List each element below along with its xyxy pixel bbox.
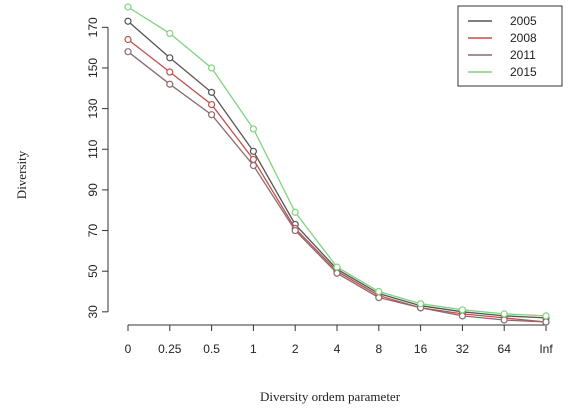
data-point: [249, 155, 257, 164]
data-point: [458, 312, 466, 320]
x-tick-label: 16: [414, 342, 428, 356]
legend-item-2015: 2015: [468, 65, 537, 79]
data-point: [417, 300, 425, 308]
x-tick-label: 4: [334, 342, 341, 356]
data-point: [542, 312, 550, 320]
data-point: [375, 294, 383, 302]
y-tick-label: 110: [86, 139, 100, 158]
y-tick-label: 170: [86, 17, 100, 37]
plot-area: [124, 3, 550, 326]
data-point: [124, 35, 132, 44]
legend-item-2011: 2011: [468, 48, 536, 62]
x-tick-label: 1: [250, 342, 257, 356]
data-point: [208, 88, 216, 96]
data-point: [375, 287, 383, 296]
data-point: [249, 147, 257, 155]
x-tick-label: 32: [456, 342, 470, 356]
x-tick-label: 64: [498, 342, 512, 356]
x-axis-title: Diversity ordem parameter: [260, 389, 401, 404]
data-point: [124, 17, 132, 25]
x-tick-label: 0: [125, 342, 132, 356]
legend-item-2005: 2005: [468, 14, 537, 28]
data-point: [542, 318, 550, 326]
y-tick-label: 50: [86, 264, 100, 278]
x-tick-label: 0.25: [158, 342, 182, 356]
legend-label: 2005: [510, 14, 537, 28]
data-point: [208, 64, 216, 72]
x-tick-label: Inf: [539, 342, 553, 356]
data-point: [458, 306, 466, 314]
y-tick-label: 90: [86, 183, 100, 197]
y-tick-label: 70: [86, 224, 100, 238]
y-tick-label: 30: [86, 305, 100, 319]
y-tick-label: 130: [86, 98, 100, 118]
series-2011: [124, 48, 550, 326]
data-point: [208, 100, 216, 109]
legend: 2005 2008 2011 2015: [457, 5, 563, 87]
x-tick-label: 0.5: [203, 342, 220, 356]
data-point: [166, 68, 174, 76]
series-line-2011: [127, 51, 547, 323]
data-point: [124, 48, 132, 56]
x-tick-label: 2: [292, 342, 299, 356]
x-tick-label: 8: [375, 342, 382, 356]
data-point: [166, 29, 174, 38]
legend-label: 2011: [510, 48, 536, 62]
y-axis: 30 50 70 90 110 130 150 170: [86, 17, 109, 319]
y-tick-label: 150: [86, 58, 100, 78]
data-point: [333, 269, 341, 277]
data-point: [124, 3, 132, 11]
data-point: [291, 208, 299, 216]
data-point: [208, 111, 216, 119]
legend-label: 2015: [510, 65, 537, 79]
data-point: [249, 125, 257, 133]
legend-label: 2008: [510, 31, 537, 45]
data-point: [166, 54, 174, 62]
x-axis: 0 0.25 0.5 1 2 4 8 16 32 64 Inf: [125, 324, 553, 356]
data-point: [333, 263, 341, 271]
data-point: [500, 316, 508, 324]
series-2015: [124, 3, 550, 320]
legend-item-2008: 2008: [468, 31, 537, 45]
data-point: [166, 80, 174, 88]
data-point: [291, 226, 299, 235]
data-point: [500, 310, 508, 318]
data-point: [249, 161, 257, 170]
y-axis-title: Diversity: [14, 150, 29, 199]
